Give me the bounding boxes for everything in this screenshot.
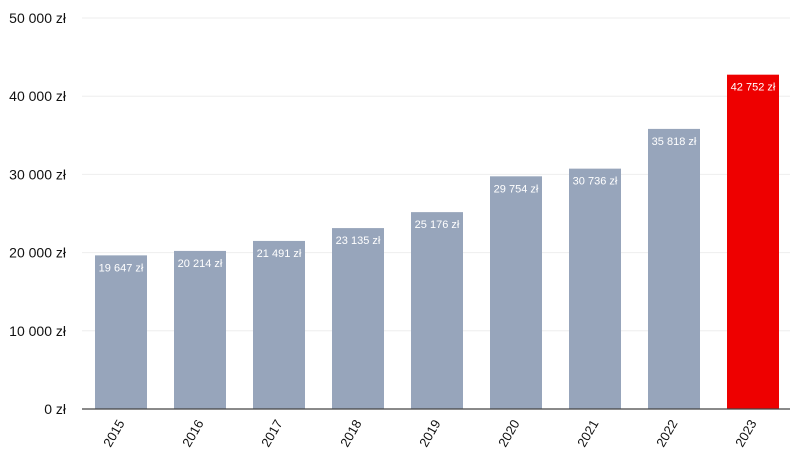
data-label-2023: 42 752 zł [731, 82, 776, 94]
data-label-2016: 20 214 zł [178, 258, 223, 270]
x-tick-label-2023: 2023 [732, 417, 759, 450]
bar-2020 [490, 176, 542, 409]
data-label-2019: 25 176 zł [415, 219, 460, 231]
y-tick-label: 10 000 zł [9, 323, 67, 339]
x-tick-label-2021: 2021 [574, 417, 601, 450]
x-tick-label-2020: 2020 [495, 417, 522, 450]
x-tick-label-2018: 2018 [337, 417, 364, 450]
x-tick-label-2022: 2022 [653, 417, 680, 450]
x-tick-label-2019: 2019 [416, 417, 443, 450]
bar-2015 [95, 255, 147, 409]
data-label-2017: 21 491 zł [257, 248, 302, 260]
data-labels: 19 647 zł 20 214 zł 21 491 zł 23 135 zł 25 1… [99, 82, 776, 275]
y-axis-tick-labels: 0 zł 10 000 zł 20 000 zł 30 000 zł 40 000 zł… [9, 10, 67, 417]
y-tick-label: 20 000 zł [9, 245, 67, 261]
bar-2023 [727, 74, 779, 410]
bar-2022 [648, 128, 700, 409]
x-axis-category-labels: 2015 2016 2017 2018 2019 2020 2021 2022 2023 [100, 417, 759, 450]
bar-2018 [332, 228, 384, 409]
bar-2019 [411, 212, 463, 409]
bar-2021 [569, 168, 621, 409]
data-label-2021: 30 736 zł [573, 176, 618, 188]
data-label-2022: 35 818 zł [652, 136, 697, 148]
x-tick-label-2015: 2015 [100, 417, 127, 450]
x-tick-label-2017: 2017 [258, 417, 285, 450]
y-tick-label: 0 zł [44, 401, 67, 417]
data-label-2015: 19 647 zł [99, 262, 144, 274]
data-label-2018: 23 135 zł [336, 235, 381, 247]
bar-2016 [174, 250, 226, 409]
x-tick-label-2016: 2016 [179, 417, 206, 450]
y-tick-label: 40 000 zł [9, 88, 67, 104]
y-tick-label: 50 000 zł [9, 10, 67, 26]
bars [95, 74, 779, 410]
y-tick-label: 30 000 zł [9, 166, 67, 182]
bar-2017 [253, 240, 305, 409]
data-label-2020: 29 754 zł [494, 183, 539, 195]
